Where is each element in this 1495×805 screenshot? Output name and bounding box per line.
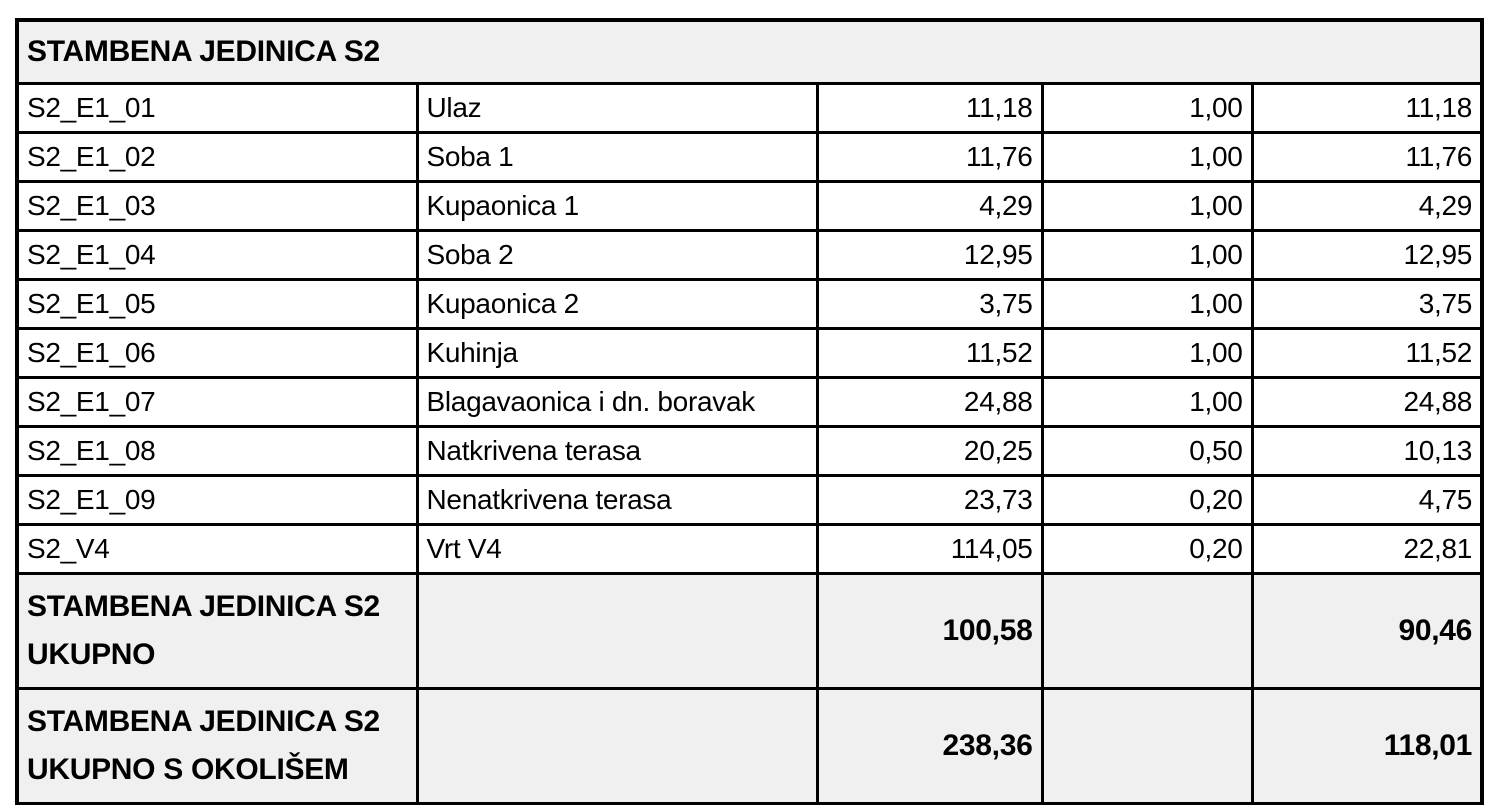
table-row: S2_E1_02 Soba 1 11,76 1,00 11,76: [15, 131, 1484, 183]
cell-coef: 1,00: [1040, 180, 1254, 232]
total-area: 238,36: [815, 687, 1044, 805]
cell-name: Natkrivena terasa: [415, 425, 819, 477]
cell-reduced: 11,76: [1250, 131, 1484, 183]
cell-name: Soba 1: [415, 131, 819, 183]
cell-code: S2_E1_07: [15, 376, 419, 428]
cell-name: Vrt V4: [415, 523, 819, 575]
cell-name: Ulaz: [415, 82, 819, 134]
cell-area: 20,25: [815, 425, 1044, 477]
cell-reduced: 4,29: [1250, 180, 1484, 232]
total-label-line2: UKUPNO S OKOLIŠEM: [27, 753, 349, 786]
cell-code: S2_E1_01: [15, 82, 419, 134]
cell-name: Kuhinja: [415, 327, 819, 379]
total-label: STAMBENA JEDINICA S2 UKUPNO S OKOLIŠEM: [15, 687, 419, 805]
cell-name: Kupaonica 1: [415, 180, 819, 232]
total-label: STAMBENA JEDINICA S2 UKUPNO: [15, 572, 419, 690]
table-row: S2_E1_06 Kuhinja 11,52 1,00 11,52: [15, 327, 1484, 379]
cell-name: Blagavaonica i dn. boravak: [415, 376, 819, 428]
total-name-empty: [415, 572, 819, 690]
cell-area: 4,29: [815, 180, 1044, 232]
cell-code: S2_E1_09: [15, 474, 419, 526]
cell-reduced: 12,95: [1250, 229, 1484, 281]
total-coef: [1040, 572, 1254, 690]
table-row: S2_E1_03 Kupaonica 1 4,29 1,00 4,29: [15, 180, 1484, 232]
cell-area: 11,52: [815, 327, 1044, 379]
cell-coef: 1,00: [1040, 131, 1254, 183]
cell-coef: 1,00: [1040, 229, 1254, 281]
cell-reduced: 4,75: [1250, 474, 1484, 526]
total-area: 100,58: [815, 572, 1044, 690]
table-row: S2_E1_07 Blagavaonica i dn. boravak 24,8…: [15, 376, 1484, 428]
cell-reduced: 24,88: [1250, 376, 1484, 428]
table-row: S2_E1_09 Nenatkrivena terasa 23,73 0,20 …: [15, 474, 1484, 526]
cell-reduced: 3,75: [1250, 278, 1484, 330]
cell-coef: 1,00: [1040, 376, 1254, 428]
cell-area: 11,76: [815, 131, 1044, 183]
cell-reduced: 11,52: [1250, 327, 1484, 379]
table-row: S2_E1_04 Soba 2 12,95 1,00 12,95: [15, 229, 1484, 281]
total-name-empty: [415, 687, 819, 805]
total-label-line2: UKUPNO: [27, 638, 156, 671]
total-row-ukupno: STAMBENA JEDINICA S2 UKUPNO 100,58 90,46: [15, 572, 1484, 690]
unit-area-table: STAMBENA JEDINICA S2 S2_E1_01 Ulaz 11,18…: [15, 18, 1485, 805]
cell-coef: 1,00: [1040, 82, 1254, 134]
table-row: S2_E1_01 Ulaz 11,18 1,00 11,18: [15, 82, 1484, 134]
cell-coef: 0,20: [1040, 523, 1254, 575]
cell-code: S2_E1_05: [15, 278, 419, 330]
cell-area: 24,88: [815, 376, 1044, 428]
cell-area: 11,18: [815, 82, 1044, 134]
cell-area: 23,73: [815, 474, 1044, 526]
cell-coef: 1,00: [1040, 278, 1254, 330]
total-label-line1: STAMBENA JEDINICA S2: [27, 590, 380, 623]
cell-coef: 0,20: [1040, 474, 1254, 526]
total-label-line1: STAMBENA JEDINICA S2: [27, 705, 380, 738]
cell-reduced: 22,81: [1250, 523, 1484, 575]
cell-code: S2_E1_03: [15, 180, 419, 232]
cell-area: 12,95: [815, 229, 1044, 281]
cell-coef: 0,50: [1040, 425, 1254, 477]
total-coef: [1040, 687, 1254, 805]
table-row: S2_E1_08 Natkrivena terasa 20,25 0,50 10…: [15, 425, 1484, 477]
cell-code: S2_E1_02: [15, 131, 419, 183]
cell-reduced: 11,18: [1250, 82, 1484, 134]
cell-coef: 1,00: [1040, 327, 1254, 379]
cell-name: Soba 2: [415, 229, 819, 281]
cell-area: 114,05: [815, 523, 1044, 575]
table-title-row: STAMBENA JEDINICA S2: [15, 18, 1484, 85]
table-title: STAMBENA JEDINICA S2: [15, 18, 1484, 85]
cell-code: S2_E1_06: [15, 327, 419, 379]
cell-code: S2_E1_04: [15, 229, 419, 281]
cell-reduced: 10,13: [1250, 425, 1484, 477]
cell-area: 3,75: [815, 278, 1044, 330]
total-reduced: 90,46: [1250, 572, 1484, 690]
cell-name: Nenatkrivena terasa: [415, 474, 819, 526]
table-row: S2_E1_05 Kupaonica 2 3,75 1,00 3,75: [15, 278, 1484, 330]
cell-code: S2_V4: [15, 523, 419, 575]
table-row: S2_V4 Vrt V4 114,05 0,20 22,81: [15, 523, 1484, 575]
cell-name: Kupaonica 2: [415, 278, 819, 330]
cell-code: S2_E1_08: [15, 425, 419, 477]
total-reduced: 118,01: [1250, 687, 1484, 805]
total-row-ukupno-s-okolisem: STAMBENA JEDINICA S2 UKUPNO S OKOLIŠEM 2…: [15, 687, 1484, 805]
